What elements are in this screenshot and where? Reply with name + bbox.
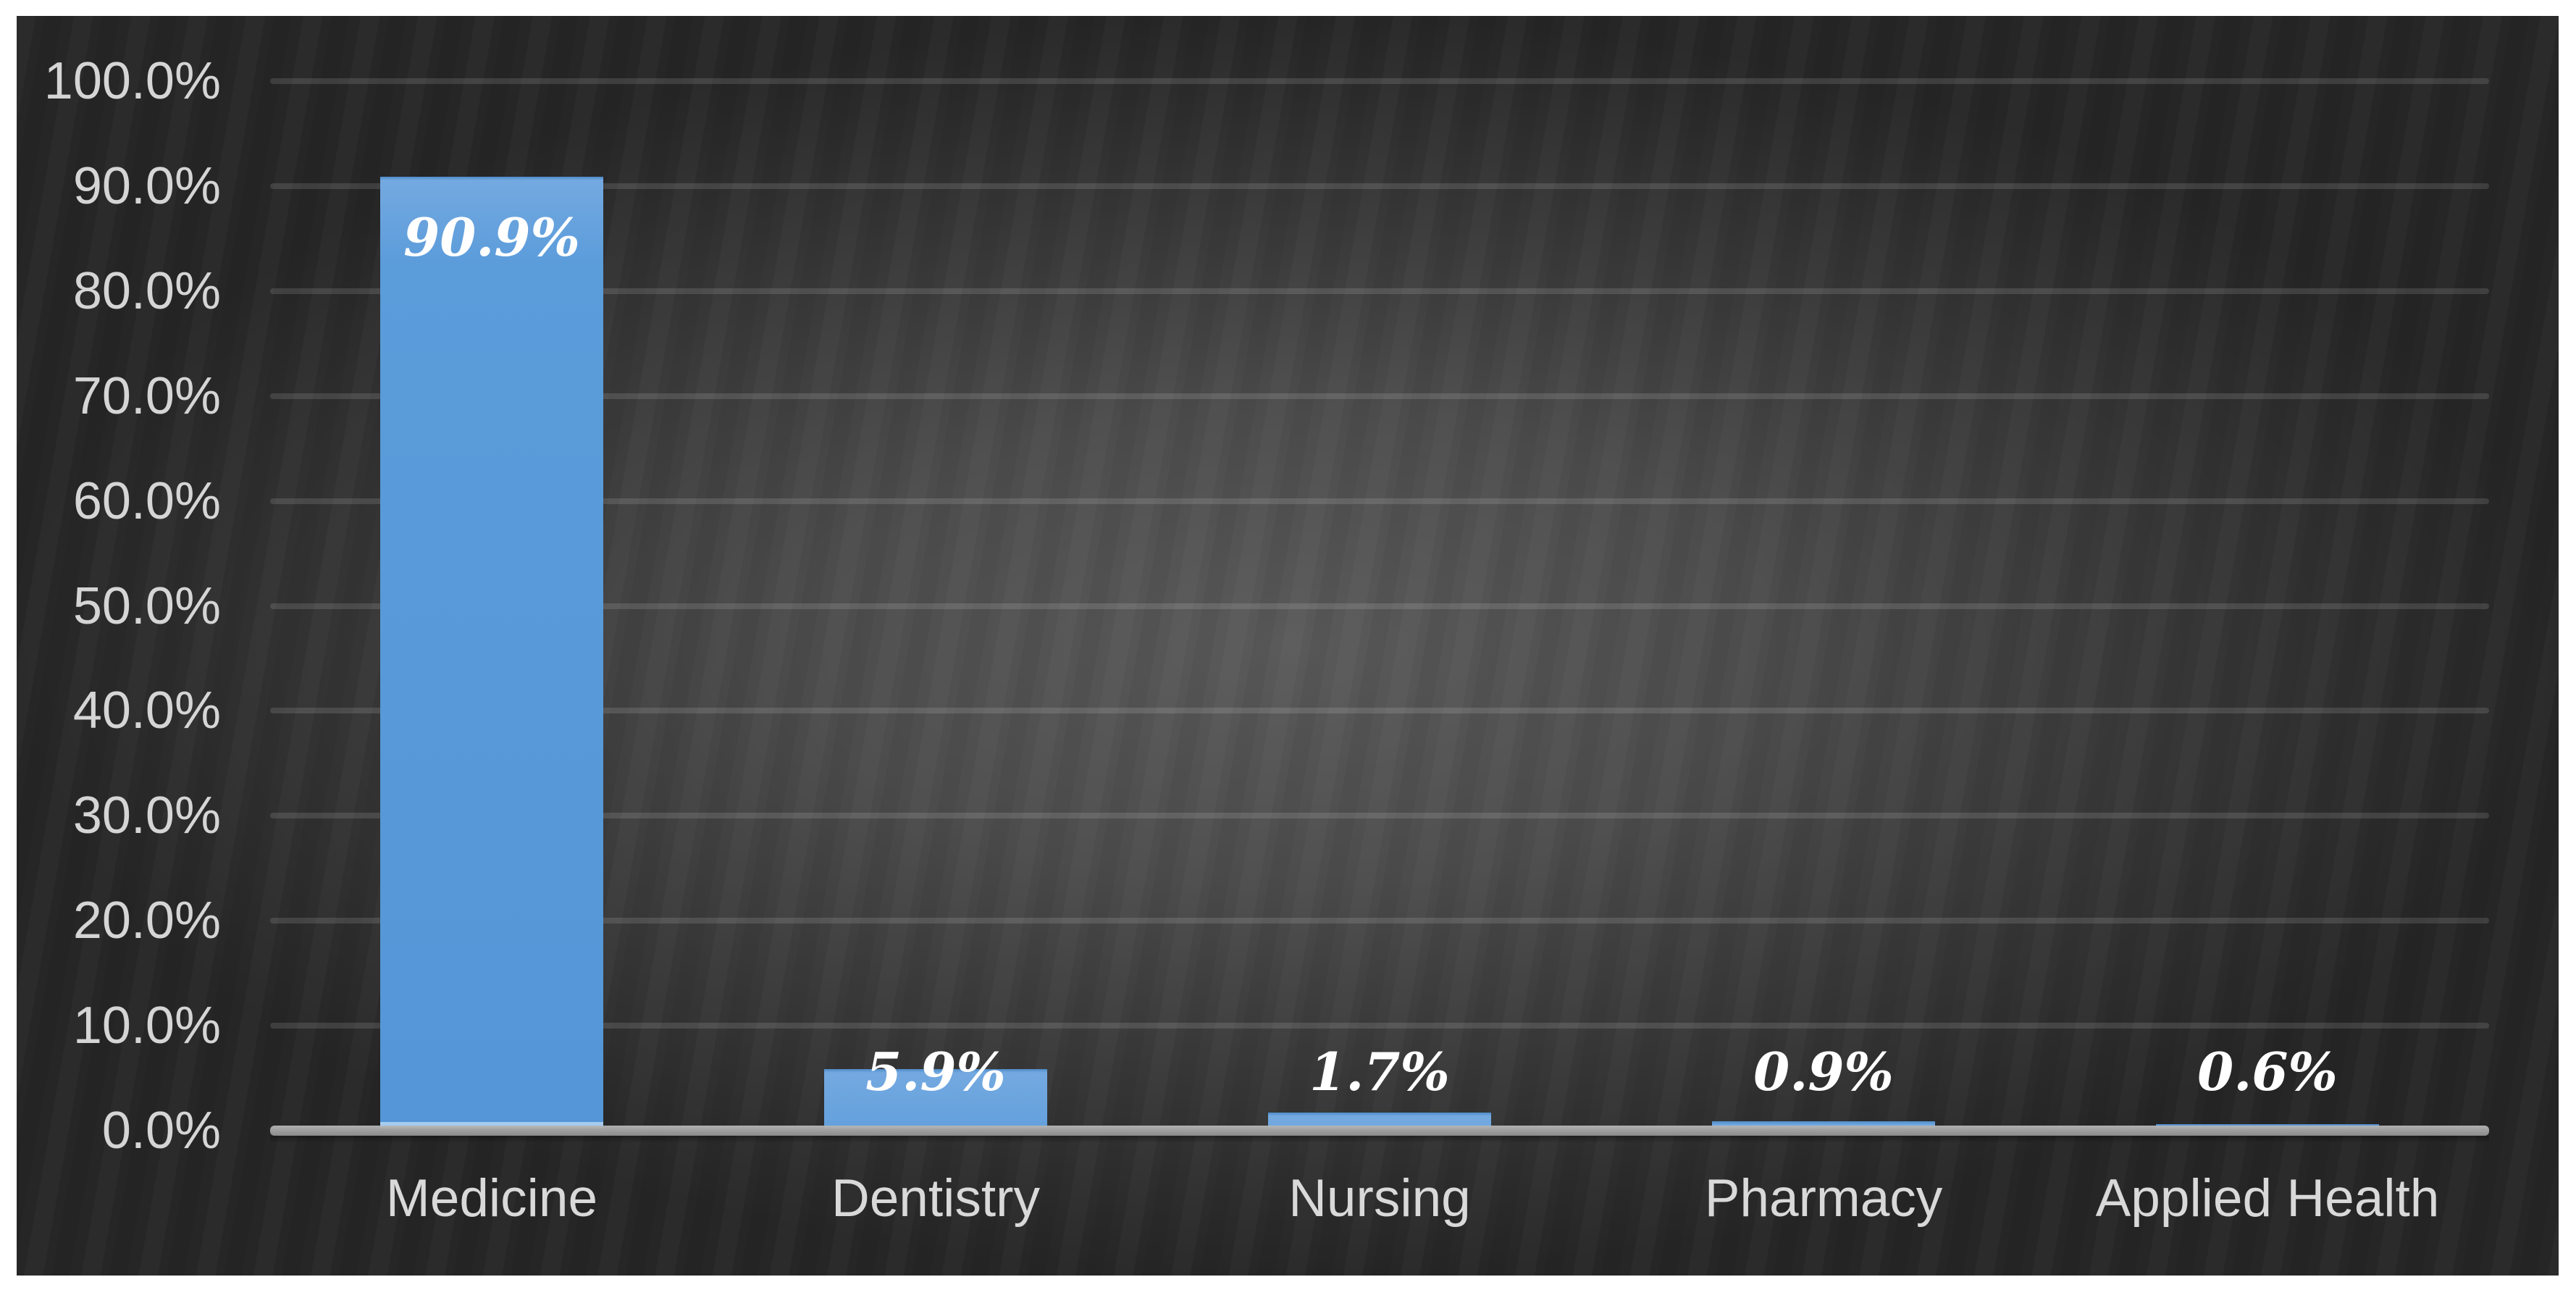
x-axis-line xyxy=(270,1126,2489,1136)
y-tick-label-10: 10.0% xyxy=(72,997,221,1055)
gridline-30 xyxy=(270,813,2489,818)
category-label-medicine: Medicine xyxy=(385,1169,598,1228)
data-label-pharmacy: 0.9% xyxy=(1753,1041,1894,1102)
y-tick-label-0: 0.0% xyxy=(101,1102,221,1160)
y-tick-label-50: 50.0% xyxy=(72,577,221,635)
gridline-20 xyxy=(270,918,2489,923)
gridline-40 xyxy=(270,708,2489,713)
y-tick-label-80: 80.0% xyxy=(72,262,221,320)
gridline-90 xyxy=(270,183,2489,189)
category-label-dentistry: Dentistry xyxy=(831,1169,1040,1228)
chart-panel: 0.0% 10.0% 20.0% 30.0% 40.0% 50.0% 60.0% 70.0% 8… xyxy=(17,16,2559,1276)
data-label-applied-health: 0.6% xyxy=(2197,1041,2338,1102)
gridline-70 xyxy=(270,393,2489,399)
gridline-10 xyxy=(270,1023,2489,1029)
category-label-pharmacy: Pharmacy xyxy=(1704,1169,1943,1228)
gridline-80 xyxy=(270,288,2489,294)
gridline-50 xyxy=(270,603,2489,609)
category-label-nursing: Nursing xyxy=(1288,1169,1471,1228)
y-tick-label-90: 90.0% xyxy=(72,157,221,215)
y-tick-label-70: 70.0% xyxy=(72,367,221,425)
data-label-nursing: 1.7% xyxy=(1309,1041,1450,1102)
data-label-dentistry: 5.9% xyxy=(865,1041,1006,1102)
category-label-applied-health: Applied Health xyxy=(2095,1169,2440,1228)
y-tick-label-100: 100.0% xyxy=(43,52,221,110)
gridline-100 xyxy=(270,78,2489,84)
bar-pharmacy xyxy=(1712,1121,1935,1128)
y-tick-label-40: 40.0% xyxy=(72,682,221,740)
bar-medicine xyxy=(380,177,603,1128)
y-tick-label-60: 60.0% xyxy=(72,472,221,530)
gridline-60 xyxy=(270,498,2489,504)
data-label-medicine: 90.9% xyxy=(403,206,580,268)
bar-nursing xyxy=(1268,1113,1491,1128)
bar-dentistry xyxy=(824,1069,1047,1128)
y-tick-label-20: 20.0% xyxy=(72,892,221,950)
y-tick-label-30: 30.0% xyxy=(72,787,221,845)
x-axis-line-shadow xyxy=(270,1136,2489,1143)
